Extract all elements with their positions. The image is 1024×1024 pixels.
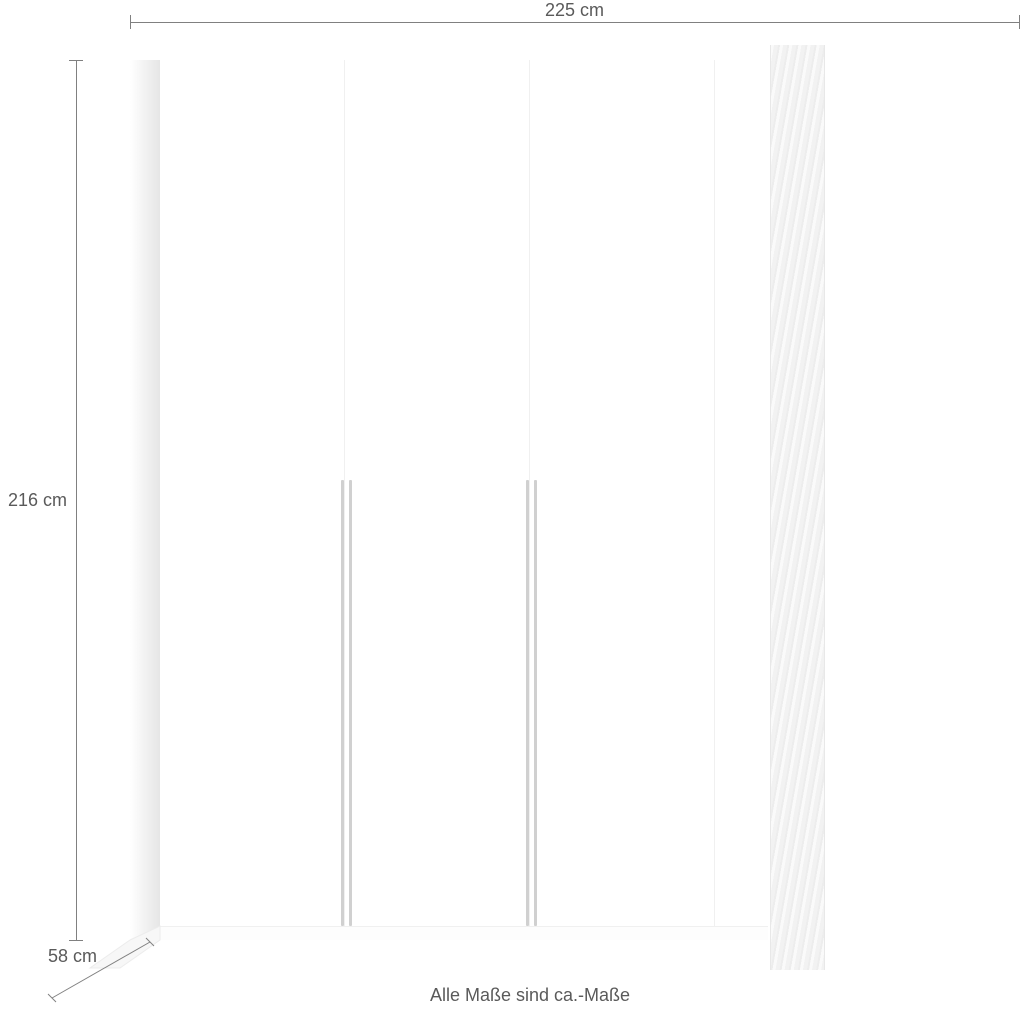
depth-perspective-wedge (0, 0, 1024, 1024)
caption-text: Alle Maße sind ca.-Maße (430, 985, 630, 1006)
dim-depth-label: 58 cm (48, 946, 97, 967)
canvas: 225 cm 216 cm 58 cm Alle Maße sind ca.-M… (0, 0, 1024, 1024)
